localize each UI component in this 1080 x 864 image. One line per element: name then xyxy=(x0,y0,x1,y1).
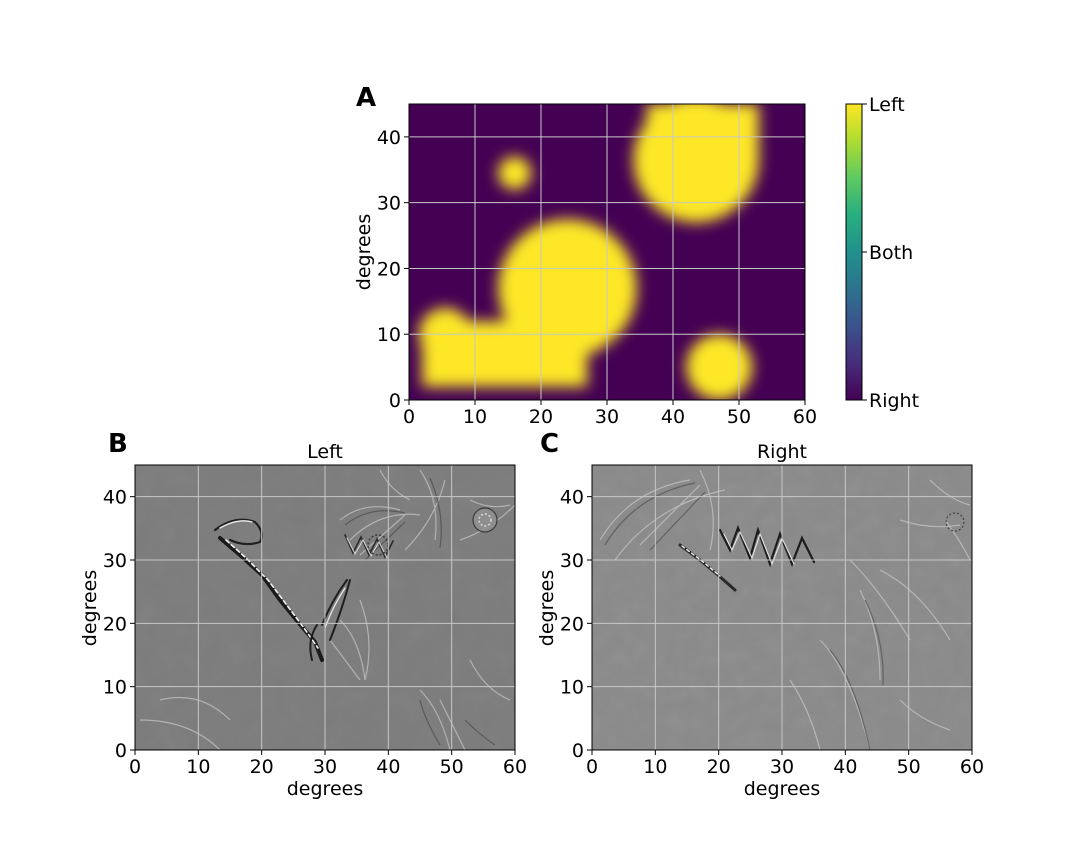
panel-a: A 0 10 20 30 40 50 60 0 10 20 30 40 degrees xyxy=(353,83,817,428)
panel-a-ytick-label: 20 xyxy=(377,258,401,280)
left-eye-region xyxy=(686,334,753,400)
panel-a-xtick-label: 50 xyxy=(727,406,751,428)
colorbar-tick-label: Right xyxy=(869,390,919,412)
panel-c-grid xyxy=(592,465,972,750)
panel-c: C Right 0 10 20 30 40 50 60 xyxy=(536,429,984,800)
panel-a-ylabel: degrees xyxy=(353,214,375,290)
panel-b-xtick-label: 30 xyxy=(313,756,337,778)
panel-a-xtick-label: 30 xyxy=(595,406,619,428)
panel-c-xtick-label: 30 xyxy=(770,756,794,778)
panel-c-xtick-label: 60 xyxy=(960,756,984,778)
panel-b-xlabel: degrees xyxy=(287,778,363,800)
panel-c-ytick-label: 0 xyxy=(572,740,584,762)
left-eye-region xyxy=(646,104,759,164)
panel-c-xtick-label: 40 xyxy=(833,756,857,778)
panel-a-ytick-label: 0 xyxy=(389,390,401,412)
panel-b-xtick-label: 10 xyxy=(186,756,210,778)
panel-b-title: Left xyxy=(307,441,343,463)
panel-c-ticks: 0 10 20 30 40 50 60 0 10 20 30 40 xyxy=(560,487,984,778)
panel-c-xlabel: degrees xyxy=(744,778,820,800)
panel-b-ylabel: degrees xyxy=(79,570,101,646)
panel-b-ytick-label: 30 xyxy=(103,550,127,572)
panel-b-xtick-label: 50 xyxy=(440,756,464,778)
panel-c-xtick-label: 0 xyxy=(586,756,598,778)
panel-c-letter: C xyxy=(540,429,559,459)
colorbar-tick-label: Left xyxy=(869,94,905,116)
panel-c-xtick-label: 50 xyxy=(897,756,921,778)
panel-c-ytick-label: 20 xyxy=(560,613,584,635)
butterfly-edges-right xyxy=(678,524,816,592)
panel-c-title: Right xyxy=(757,441,807,463)
panel-b-letter: B xyxy=(108,429,128,459)
panel-c-ytick-label: 10 xyxy=(560,677,584,699)
panel-b-grid xyxy=(135,465,515,750)
colorbar: Left Both Right xyxy=(845,94,919,412)
panel-b-ytick-label: 20 xyxy=(103,613,127,635)
panel-b-ticks: 0 10 20 30 40 50 60 0 10 20 30 40 xyxy=(103,487,527,778)
panel-a-xtick-label: 40 xyxy=(661,406,685,428)
panel-a-ticks: 0 10 20 30 40 50 60 0 10 20 30 40 xyxy=(377,127,817,428)
panel-c-xtick-label: 10 xyxy=(643,756,667,778)
panel-b-xtick-label: 20 xyxy=(250,756,274,778)
panel-b-ytick-label: 10 xyxy=(103,677,127,699)
panel-a-xtick-label: 0 xyxy=(403,406,415,428)
panel-a-xtick-label: 10 xyxy=(463,406,487,428)
panel-b-xtick-label: 0 xyxy=(129,756,141,778)
panel-a-ytick-label: 30 xyxy=(377,193,401,215)
panel-b-ytick-label: 40 xyxy=(103,487,127,509)
panel-b: B Left xyxy=(79,429,527,800)
panel-b-ytick-label: 0 xyxy=(115,740,127,762)
panel-a-ytick-label: 10 xyxy=(377,324,401,346)
panel-a-xtick-label: 20 xyxy=(529,406,553,428)
colorbar-ticks: Left Both Right xyxy=(862,94,919,412)
panel-b-xtick-label: 40 xyxy=(376,756,400,778)
panel-c-ytick-label: 30 xyxy=(560,550,584,572)
panel-c-ylabel: degrees xyxy=(536,570,558,646)
panel-c-xtick-label: 20 xyxy=(707,756,731,778)
panel-c-ytick-label: 40 xyxy=(560,487,584,509)
left-eye-region xyxy=(498,156,532,190)
panel-a-letter: A xyxy=(356,83,376,113)
panel-a-xtick-label: 60 xyxy=(793,406,817,428)
colorbar-tick-label: Both xyxy=(869,242,913,264)
panel-a-grid xyxy=(409,104,805,400)
colorbar-gradient xyxy=(845,103,863,401)
panel-a-ytick-label: 40 xyxy=(377,127,401,149)
panel-b-xtick-label: 60 xyxy=(503,756,527,778)
